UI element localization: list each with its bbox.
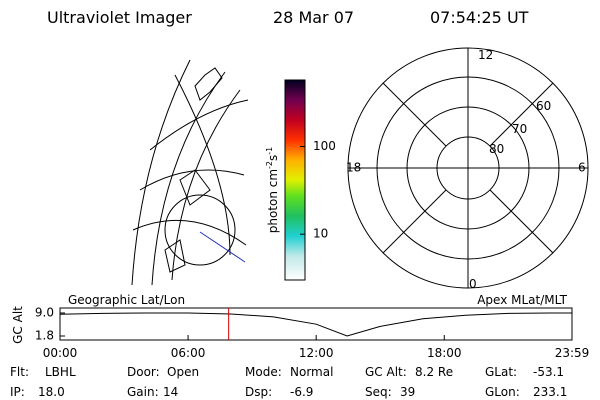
geo-label: Geographic Lat/Lon	[68, 293, 185, 307]
x-tick-label: 18:00	[427, 346, 462, 360]
label-exp: -2	[265, 161, 274, 169]
polar-label: Apex MLat/MLT	[477, 293, 567, 307]
field-value: 18.0	[38, 385, 65, 399]
mlt-label: 12	[478, 48, 493, 62]
field-label: IP:	[10, 385, 25, 399]
colorbar-label: photon cm-2s-1	[265, 147, 280, 234]
field-label: Mode:	[245, 365, 282, 379]
label-text: s	[266, 155, 280, 161]
field-label: Door:	[127, 365, 160, 379]
field-label: Flt:	[10, 365, 29, 379]
date: 28 Mar 07	[273, 8, 354, 27]
y-tick-label: 1.8	[35, 329, 54, 343]
mlt-label: 6	[578, 161, 586, 175]
title: Ultraviolet Imager	[47, 8, 192, 27]
field-label: GC Alt:	[365, 365, 407, 379]
y-tick-label: 9.0	[35, 306, 54, 320]
field-value: -53.1	[533, 365, 564, 379]
altitude-line	[59, 312, 572, 337]
field-value: 14	[163, 385, 178, 399]
colorbar: photon cm-2s-1	[265, 79, 306, 281]
label-text: photon cm	[266, 169, 280, 233]
mlt-label: 0	[469, 277, 477, 291]
y-axis-label: GC Alt	[11, 306, 25, 344]
field-value: 39	[400, 385, 415, 399]
mlt-label: 18	[346, 161, 361, 175]
field-label: Dsp:	[245, 385, 272, 399]
lat-label: 70	[512, 122, 527, 136]
x-tick-label: 00:00	[43, 346, 78, 360]
lat-label: 80	[489, 142, 504, 156]
field-value: Normal	[290, 365, 333, 379]
colorbar-scale	[284, 79, 306, 281]
colorbar-tick-label: 10	[313, 227, 328, 241]
field-value: Open	[167, 365, 199, 379]
label-exp: -1	[265, 147, 274, 155]
field-value: 8.2 Re	[415, 365, 453, 379]
x-tick-label: 12:00	[299, 346, 334, 360]
footer: Flt: LBHL Door: Open Mode: Normal GC Alt: 8.2 R…	[10, 365, 567, 399]
geo-map	[131, 59, 249, 286]
x-tick-label: 23:59	[555, 346, 590, 360]
field-label: Seq:	[365, 385, 392, 399]
colorbar-tick-label: 100	[313, 139, 336, 153]
field-label: Gain:	[127, 385, 159, 399]
field-label: GLat:	[485, 365, 517, 379]
field-value: -6.9	[290, 385, 313, 399]
lat-label: 60	[536, 99, 551, 113]
time: 07:54:25 UT	[430, 8, 529, 27]
field-value: LBHL	[45, 365, 76, 379]
field-value: 233.1	[533, 385, 567, 399]
field-label: GLon:	[485, 385, 520, 399]
polar-plot	[347, 47, 589, 289]
x-tick-label: 06:00	[171, 346, 206, 360]
